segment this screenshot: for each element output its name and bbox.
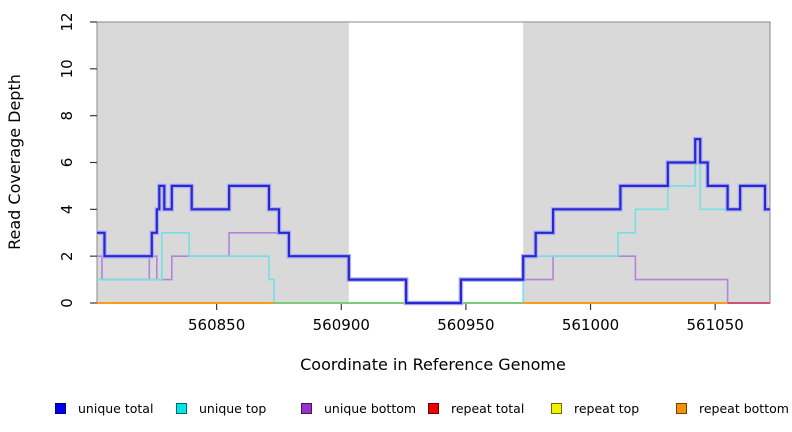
x-tick-label: 560900 — [313, 316, 370, 334]
x-tick-label: 560950 — [437, 316, 494, 334]
x-axis-title: Coordinate in Reference Genome — [300, 355, 566, 374]
series-line-unique-total — [97, 138, 770, 305]
y-tick-label: 8 — [58, 111, 76, 121]
y-tick-label: 10 — [58, 59, 76, 78]
left-highlight-region — [97, 22, 349, 303]
x-tick-label: 561000 — [562, 316, 619, 334]
right-highlight-region — [523, 22, 770, 303]
y-tick-label: 12 — [58, 12, 76, 31]
x-tick-label: 560850 — [188, 316, 245, 334]
y-axis-title: Read Coverage Depth — [5, 74, 24, 250]
y-tick-label: 4 — [58, 205, 76, 215]
y-tick-label: 6 — [58, 158, 76, 168]
y-tick-label: 2 — [58, 251, 76, 261]
x-tick-label: 561050 — [687, 316, 744, 334]
y-tick-label: 0 — [58, 298, 76, 308]
